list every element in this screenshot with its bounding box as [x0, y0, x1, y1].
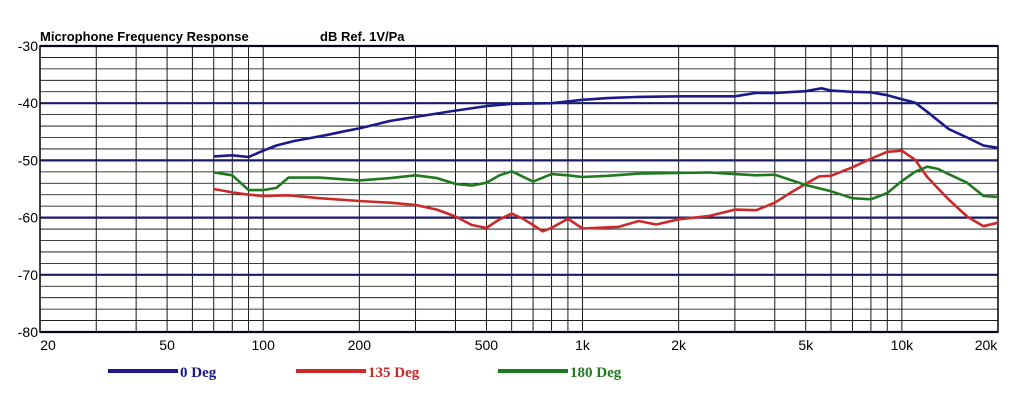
y-tick-label: -50 — [18, 152, 38, 168]
x-tick-label: 20 — [40, 337, 56, 353]
x-tick-label: 50 — [159, 337, 175, 353]
x-tick-label: 10k — [891, 337, 915, 353]
y-tick-label: -30 — [18, 38, 38, 54]
y-axis-tick-labels: -30 -40 -50 -60 -70 -80 — [18, 38, 38, 340]
legend: 0 Deg 135 Deg 180 Deg — [108, 365, 622, 381]
y-tick-label: -60 — [18, 210, 38, 226]
series-lines — [213, 87, 999, 233]
x-tick-label: 20k — [975, 337, 999, 353]
x-tick-label: 1k — [575, 337, 591, 353]
x-tick-label: 2k — [671, 337, 687, 353]
x-tick-label: 200 — [348, 337, 372, 353]
legend-label-180-deg: 180 Deg — [570, 365, 622, 381]
x-tick-label: 100 — [252, 337, 276, 353]
chart-title: Microphone Frequency Response — [40, 29, 249, 44]
x-tick-label: 500 — [475, 337, 499, 353]
y-tick-label: -70 — [18, 267, 38, 283]
x-tick-label: 5k — [798, 337, 814, 353]
series-line-135-deg — [213, 149, 999, 233]
chart-subtitle: dB Ref. 1V/Pa — [320, 29, 405, 44]
series-line-180-deg — [213, 165, 999, 201]
legend-label-135-deg: 135 Deg — [368, 365, 420, 381]
x-axis-tick-labels: 20 50 100 200 500 1k 2k 5k 10k 20k — [40, 337, 998, 353]
plot-frame — [39, 45, 999, 333]
y-tick-label: -80 — [18, 324, 38, 340]
legend-label-0-deg: 0 Deg — [180, 365, 217, 381]
y-tick-label: -40 — [18, 95, 38, 111]
series-line-0-deg — [213, 87, 999, 159]
